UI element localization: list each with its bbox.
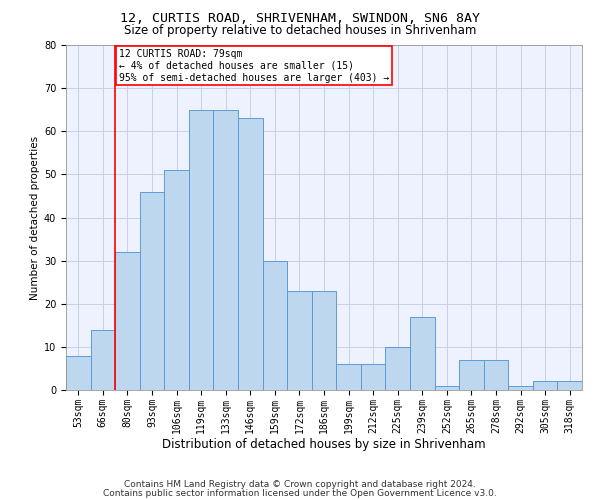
Bar [115, 252, 140, 390]
Text: 12 CURTIS ROAD: 79sqm
← 4% of detached houses are smaller (15)
95% of semi-detac: 12 CURTIS ROAD: 79sqm ← 4% of detached h… [119, 50, 389, 82]
Bar [140, 192, 164, 390]
Bar [287, 291, 312, 390]
Bar [214, 110, 238, 390]
Bar [557, 382, 582, 390]
Bar [459, 360, 484, 390]
Bar [508, 386, 533, 390]
Text: Size of property relative to detached houses in Shrivenham: Size of property relative to detached ho… [124, 24, 476, 37]
Text: Contains public sector information licensed under the Open Government Licence v3: Contains public sector information licen… [103, 488, 497, 498]
Bar [263, 260, 287, 390]
Y-axis label: Number of detached properties: Number of detached properties [30, 136, 40, 300]
Bar [410, 316, 434, 390]
Bar [484, 360, 508, 390]
Bar [164, 170, 189, 390]
Bar [189, 110, 214, 390]
Text: Contains HM Land Registry data © Crown copyright and database right 2024.: Contains HM Land Registry data © Crown c… [124, 480, 476, 489]
Bar [238, 118, 263, 390]
Bar [434, 386, 459, 390]
Bar [66, 356, 91, 390]
Bar [91, 330, 115, 390]
Bar [361, 364, 385, 390]
Bar [336, 364, 361, 390]
Bar [312, 291, 336, 390]
Text: 12, CURTIS ROAD, SHRIVENHAM, SWINDON, SN6 8AY: 12, CURTIS ROAD, SHRIVENHAM, SWINDON, SN… [120, 12, 480, 26]
X-axis label: Distribution of detached houses by size in Shrivenham: Distribution of detached houses by size … [162, 438, 486, 452]
Bar [385, 347, 410, 390]
Bar [533, 382, 557, 390]
